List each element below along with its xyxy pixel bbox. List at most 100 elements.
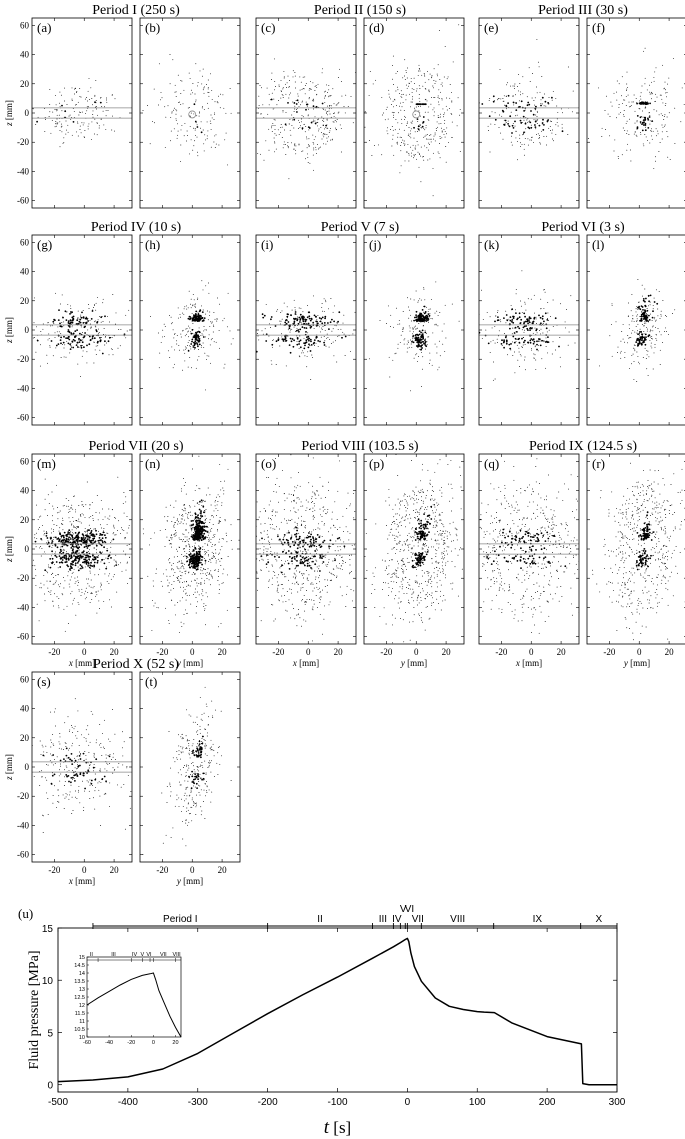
event-point (428, 321, 430, 323)
event-point (69, 529, 71, 531)
event-point (410, 320, 412, 322)
event-point (163, 323, 165, 325)
event-point (494, 112, 496, 114)
event-point (207, 568, 209, 570)
event-point (18, 504, 19, 505)
event-point (71, 116, 73, 118)
event-point (172, 367, 174, 369)
event-point (308, 343, 310, 346)
event-point (401, 96, 403, 98)
event-point (430, 77, 432, 79)
event-point (643, 316, 646, 318)
event-point (644, 318, 647, 321)
event-point (72, 548, 74, 551)
event-point (113, 565, 115, 567)
event-point (57, 574, 59, 575)
event-point (203, 108, 205, 110)
event-point (290, 314, 292, 317)
event-point (433, 115, 435, 117)
event-point (214, 135, 216, 137)
event-point (444, 120, 446, 122)
event-point (618, 104, 620, 105)
event-point (109, 551, 111, 553)
event-point (646, 368, 648, 370)
event-point (273, 98, 275, 100)
event-point (435, 323, 437, 325)
event-point (523, 154, 525, 156)
event-point (179, 522, 181, 524)
event-point (498, 98, 500, 100)
event-point (47, 587, 49, 589)
event-point (107, 557, 109, 560)
event-point (217, 102, 219, 104)
event-point (424, 329, 426, 331)
event-point (182, 369, 184, 371)
event-point (421, 309, 424, 311)
event-points (142, 54, 232, 166)
event-point (54, 126, 56, 128)
event-point (502, 341, 505, 344)
event-point (315, 336, 318, 339)
event-point (70, 345, 71, 347)
event-point (102, 518, 104, 520)
event-point (457, 97, 459, 99)
event-point (621, 154, 623, 156)
event-point (170, 316, 172, 318)
event-point (224, 139, 226, 141)
event-point (418, 333, 421, 336)
event-point (167, 105, 169, 107)
event-point (51, 550, 53, 553)
event-point (364, 126, 366, 128)
event-point (269, 99, 271, 101)
event-point (316, 121, 318, 123)
event-point (414, 148, 416, 150)
event-point (54, 593, 56, 595)
event-point (304, 76, 306, 78)
event-point (347, 106, 349, 108)
event-point (301, 101, 303, 103)
event-point (433, 111, 435, 113)
event-point (108, 354, 110, 356)
event-point (59, 548, 62, 551)
event-point (313, 169, 314, 171)
event-point (57, 537, 59, 538)
event-point (89, 339, 92, 342)
z-tick-label: 0 (25, 325, 30, 335)
period-title: Period III (30 s) (538, 3, 628, 18)
event-point (547, 102, 549, 104)
event-point (106, 101, 108, 103)
event-point (471, 120, 472, 121)
event-point (328, 308, 329, 310)
event-point (275, 364, 277, 365)
event-point (80, 132, 82, 134)
event-point (295, 318, 297, 320)
event-point (490, 341, 492, 343)
event-point (433, 68, 435, 70)
event-point (185, 328, 187, 330)
event-point (69, 541, 72, 544)
event-point (545, 346, 547, 347)
event-point (46, 537, 49, 539)
event-point (416, 318, 418, 320)
event-point (620, 357, 622, 359)
event-point (270, 98, 273, 101)
event-point (190, 307, 192, 309)
event-point (328, 85, 330, 87)
event-point (273, 339, 274, 341)
event-point (637, 333, 639, 336)
event-point (202, 504, 204, 506)
event-point (611, 303, 613, 305)
event-point (385, 323, 387, 324)
event-point (203, 330, 205, 332)
event-point (51, 574, 52, 575)
event-point (410, 298, 412, 300)
event-point (58, 561, 61, 564)
event-point (634, 122, 636, 124)
event-point (492, 339, 494, 341)
event-point (409, 327, 411, 329)
event-point (503, 95, 505, 97)
event-point (390, 129, 392, 130)
event-point (404, 160, 406, 162)
event-point (434, 140, 436, 142)
event-point (418, 68, 420, 69)
